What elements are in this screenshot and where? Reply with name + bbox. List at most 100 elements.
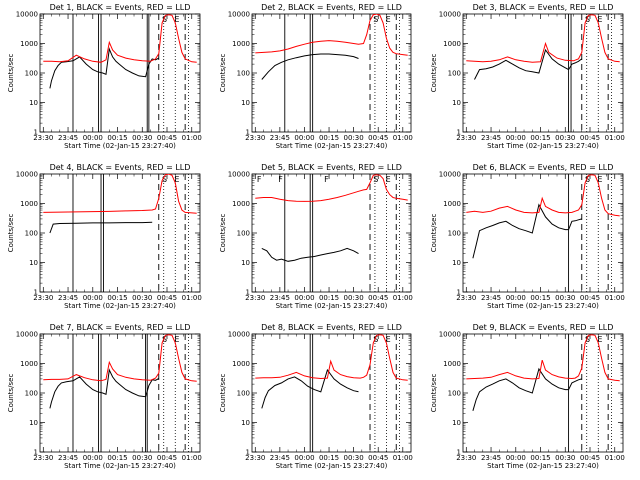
panel-title: Det 8, BLACK = Events, RED = LLD: [261, 323, 402, 332]
x-tick-label: 23:45: [481, 294, 501, 302]
annotation-f: F: [257, 175, 262, 184]
x-tick-label: 00:30: [132, 294, 152, 302]
series-line-lld: [466, 174, 620, 217]
annotation-e: E: [174, 175, 179, 184]
y-tick-label: 10: [241, 99, 250, 107]
x-tick-label: 00:00: [506, 454, 526, 462]
y-tick-label: 10: [241, 259, 250, 267]
y-tick-label: 1: [34, 129, 38, 137]
x-tick-label: 23:30: [456, 454, 476, 462]
panel-det-6: Det 6, BLACK = Events, RED = LLD 1 10 100 10…: [430, 163, 625, 310]
y-tick-label: 10000: [16, 11, 38, 19]
x-tick-label: 00:45: [368, 294, 388, 302]
panel-title: Det 9, BLACK = Events, RED = LLD: [473, 323, 614, 332]
x-tick-label: 01:00: [182, 294, 202, 302]
annotation-f: F: [324, 175, 329, 184]
panel-title: Det 7, BLACK = Events, RED = LLD: [50, 323, 191, 332]
annotation-e: E: [386, 335, 391, 344]
panel-det-1: Det 1, BLACK = Events, RED = LLD 1 10 100 10…: [7, 3, 202, 150]
y-tick-label: 10000: [228, 331, 250, 339]
y-tick-label: 10: [241, 419, 250, 427]
x-tick-label: 01:00: [182, 454, 202, 462]
annotation-e: E: [597, 15, 602, 24]
x-tick-label: 00:15: [530, 454, 550, 462]
y-tick-label: 1000: [20, 200, 38, 208]
x-tick-label: 23:45: [58, 134, 78, 142]
x-axis-label: Start Time (02-Jan-15 23:27:40): [64, 142, 176, 150]
y-tick-label: 10: [29, 419, 38, 427]
x-tick-label: 23:30: [456, 294, 476, 302]
panel-title: Det 4, BLACK = Events, RED = LLD: [50, 163, 191, 172]
x-tick-label: 00:45: [368, 134, 388, 142]
x-axis-label: Start Time (02-Jan-15 23:27:40): [276, 142, 388, 150]
series-group: [255, 334, 408, 409]
series-group: [466, 14, 620, 80]
y-tick-label: 1000: [20, 40, 38, 48]
x-tick-label: 00:30: [132, 454, 152, 462]
x-tick-label: 00:00: [294, 134, 314, 142]
x-tick-label: 23:45: [481, 134, 501, 142]
x-axis-label: Start Time (02-Jan-15 23:27:40): [487, 142, 599, 150]
annotation-s: S: [162, 335, 167, 344]
x-tick-label: 01:00: [393, 454, 413, 462]
y-tick-label: 1000: [232, 40, 250, 48]
series-line-events: [49, 368, 160, 409]
y-tick-label: 1000: [20, 360, 38, 368]
y-tick-label: 1000: [232, 200, 250, 208]
panel-det-8: Det 8, BLACK = Events, RED = LLD 1 10 100 10…: [219, 323, 413, 470]
plot-frame: [251, 173, 412, 293]
x-tick-label: 23:30: [33, 454, 53, 462]
series-group: [43, 334, 197, 409]
y-axis-label: Counts/sec: [7, 374, 15, 413]
series-group: [466, 334, 620, 411]
plot-frame: [462, 173, 624, 293]
y-tick-label: 1: [457, 289, 461, 297]
series-line-events: [472, 203, 582, 259]
x-tick-label: 00:30: [132, 134, 152, 142]
y-axis-label: Counts/sec: [7, 54, 15, 93]
x-axis-label: Start Time (02-Jan-15 23:27:40): [487, 302, 599, 310]
annotation-s: S: [162, 175, 167, 184]
x-tick-label: 01:00: [393, 294, 413, 302]
y-tick-label: 10: [452, 99, 461, 107]
y-tick-label: 1000: [232, 360, 250, 368]
annotation-e: E: [597, 335, 602, 344]
y-tick-label: 10000: [16, 331, 38, 339]
y-tick-label: 10000: [439, 11, 461, 19]
y-tick-label: 10: [29, 259, 38, 267]
y-tick-label: 1: [246, 289, 250, 297]
series-line-events: [261, 53, 359, 80]
x-tick-label: 00:00: [83, 454, 103, 462]
x-tick-label: 23:45: [481, 454, 501, 462]
y-tick-label: 1: [34, 449, 38, 457]
annotation-s: S: [585, 15, 590, 24]
x-tick-label: 00:30: [344, 294, 364, 302]
y-tick-label: 10: [452, 259, 461, 267]
x-tick-label: 23:30: [456, 134, 476, 142]
x-tick-label: 00:45: [580, 134, 600, 142]
series-line-lld: [43, 174, 197, 214]
series-group: [43, 174, 197, 234]
y-tick-label: 10000: [439, 171, 461, 179]
panel-det-7: Det 7, BLACK = Events, RED = LLD 1 10 100 10…: [7, 323, 202, 470]
series-line-lld: [255, 14, 408, 56]
series-line-events: [49, 221, 153, 234]
x-axis-label: Start Time (02-Jan-15 23:27:40): [64, 302, 176, 310]
x-tick-label: 01:00: [605, 294, 625, 302]
y-tick-label: 10: [29, 99, 38, 107]
y-tick-label: 100: [448, 390, 461, 398]
x-tick-label: 00:00: [83, 294, 103, 302]
panel-title: Det 3, BLACK = Events, RED = LLD: [473, 3, 614, 12]
y-tick-label: 100: [25, 390, 38, 398]
series-line-lld: [255, 334, 408, 381]
x-tick-label: 00:15: [107, 134, 127, 142]
y-axis-label: Counts/sec: [219, 374, 227, 413]
y-tick-label: 1000: [443, 200, 461, 208]
y-axis-label: Counts/sec: [219, 54, 227, 93]
x-tick-label: 00:15: [319, 454, 339, 462]
annotation-f: F: [278, 175, 283, 184]
x-tick-label: 00:15: [530, 294, 550, 302]
panel-det-3: Det 3, BLACK = Events, RED = LLD 1 10 100 10…: [430, 3, 625, 150]
x-tick-label: 00:00: [294, 454, 314, 462]
